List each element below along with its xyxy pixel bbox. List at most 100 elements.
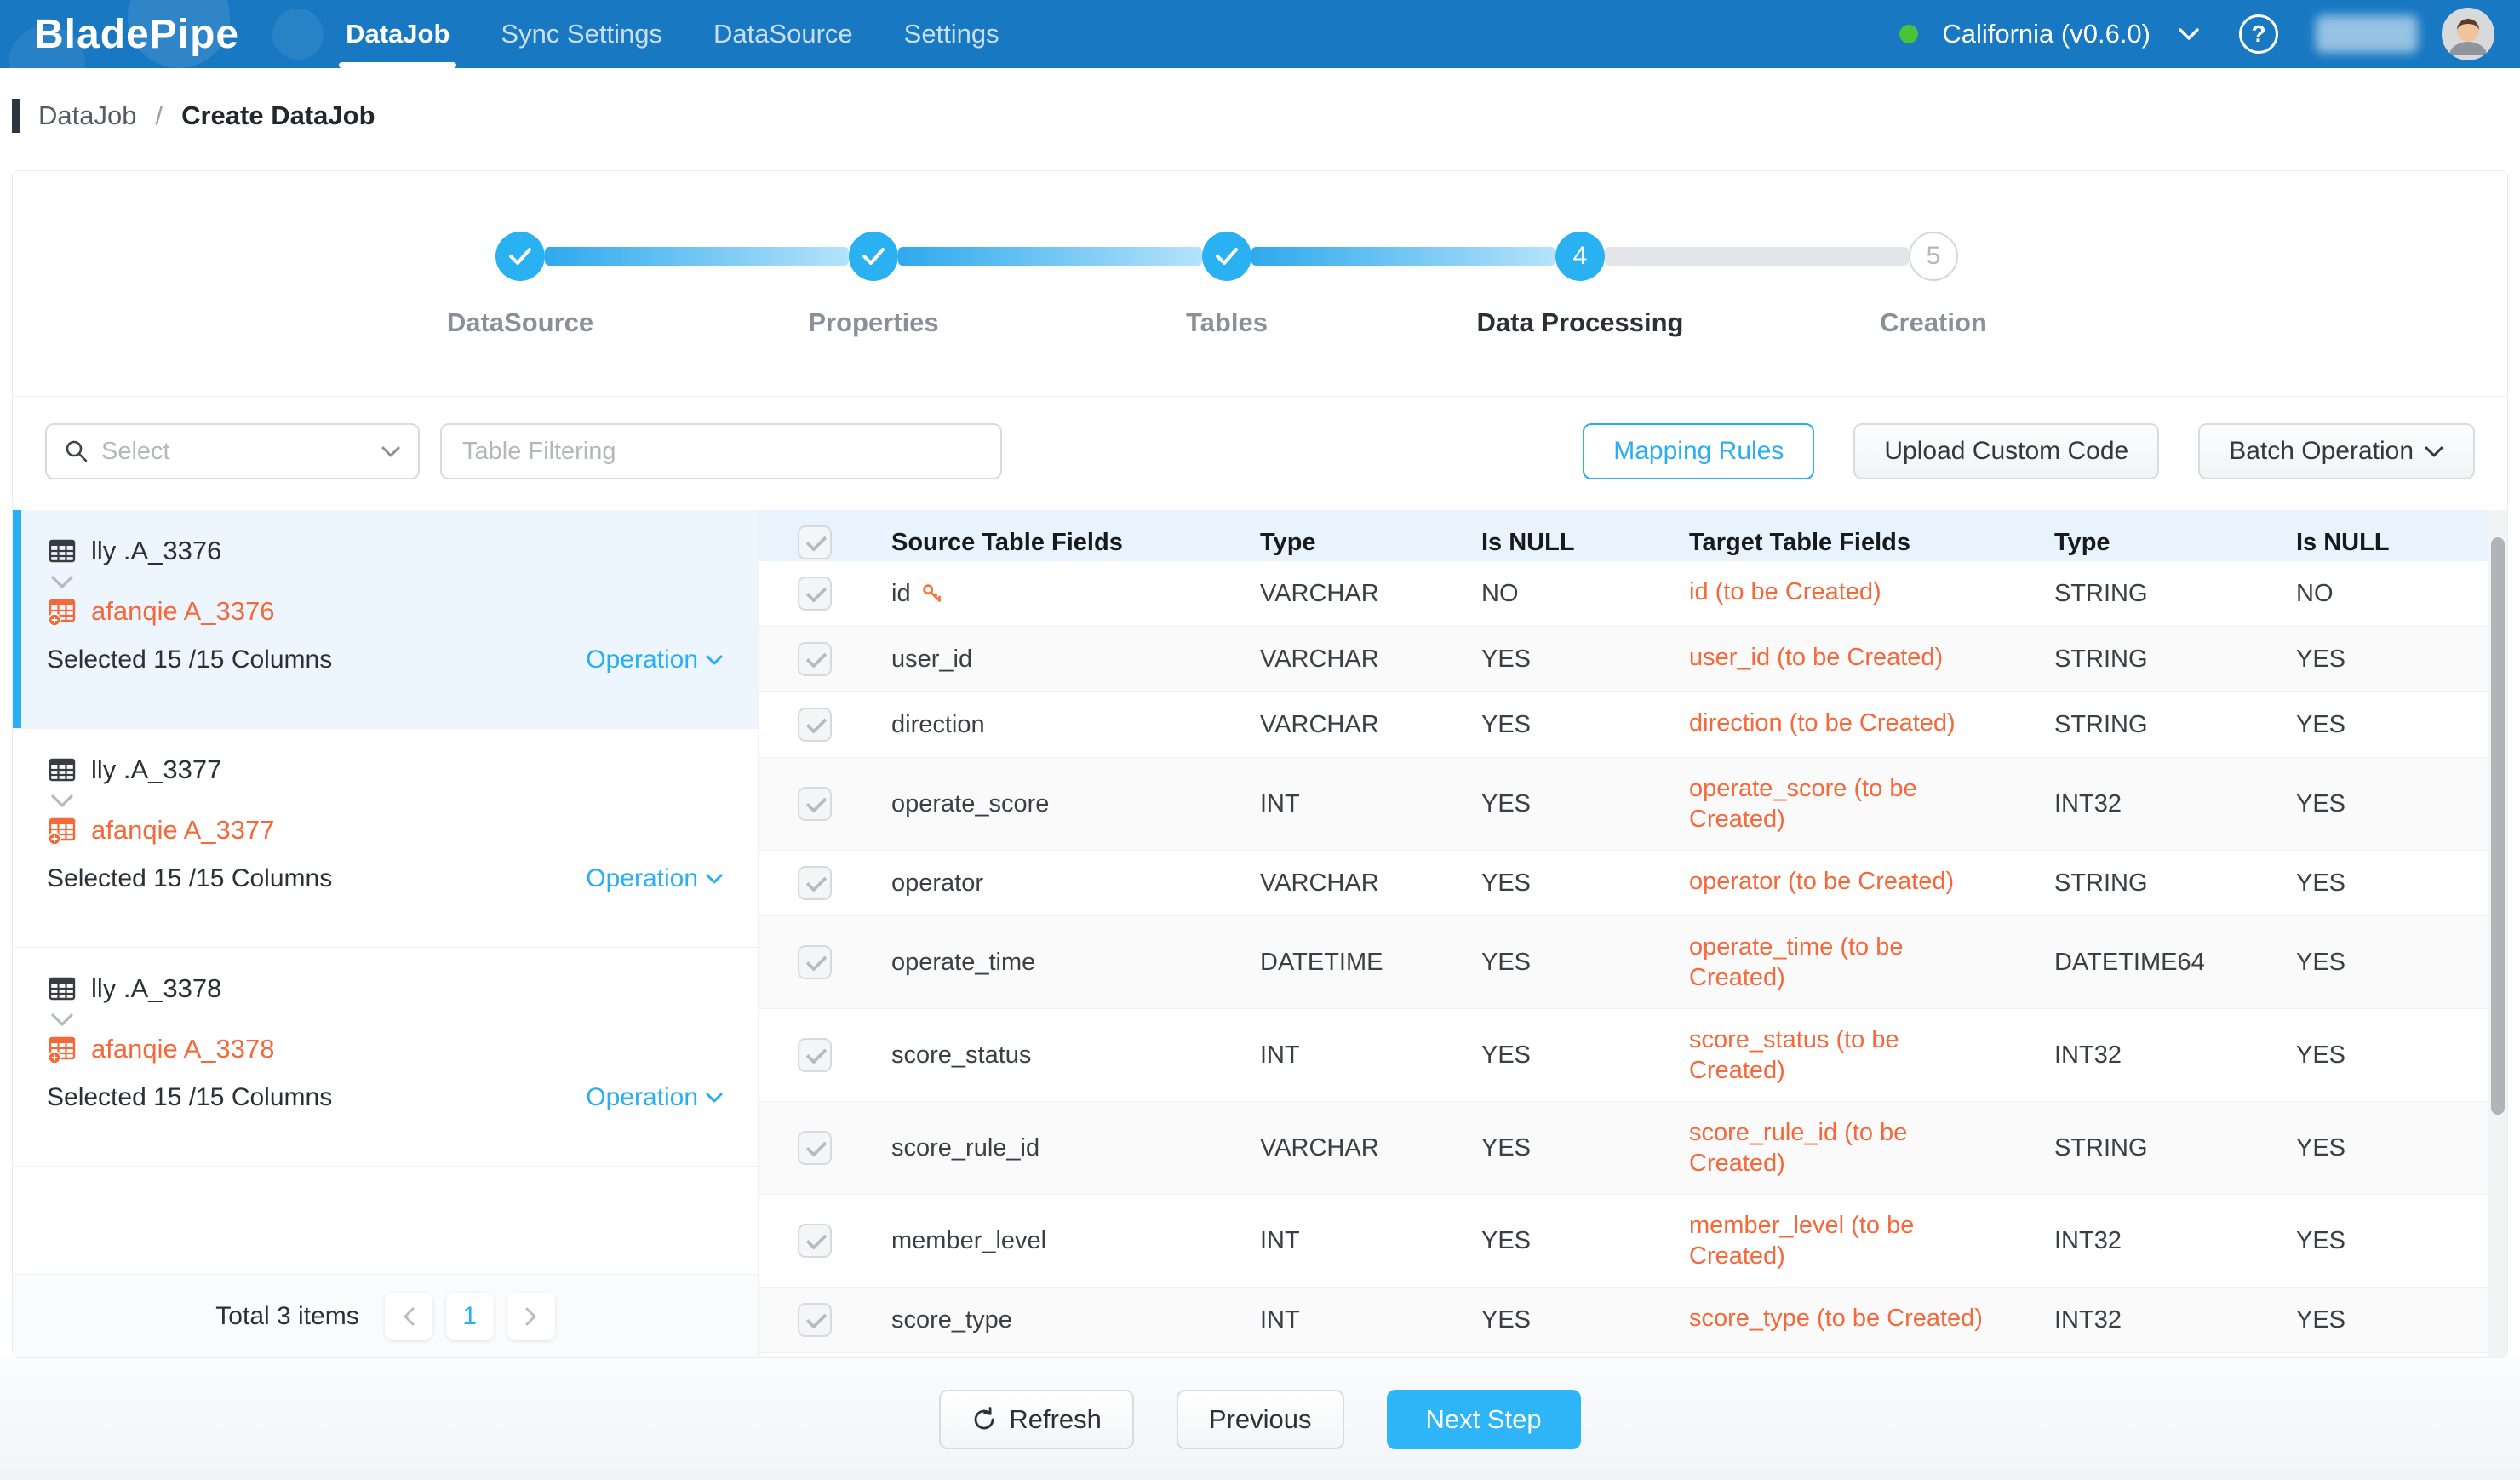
table-list-footer: Total 3 items 1 (13, 1274, 758, 1357)
source-field-isnull: YES (1481, 1227, 1532, 1254)
target-field-type: INT32 (2054, 1227, 2122, 1254)
step-circle-creation: 5 (1909, 232, 1958, 281)
field-table-row: id VARCHAR NO id (to be Created) STRING … (759, 561, 2488, 627)
page-number-button[interactable]: 1 (445, 1292, 494, 1340)
batch-operation-button[interactable]: Batch Operation (2198, 423, 2475, 479)
source-field-type: INT (1260, 1041, 1300, 1069)
step-label-datasource: DataSource (446, 307, 594, 337)
row-checkbox[interactable] (798, 1131, 832, 1165)
step-circle-properties (849, 232, 898, 281)
row-checkbox[interactable] (798, 787, 832, 821)
target-field-type: STRING (2054, 711, 2148, 738)
breadcrumb-parent[interactable]: DataJob (38, 100, 137, 130)
source-table-name: lly .A_3377 (91, 754, 222, 784)
source-field-isnull: YES (1481, 790, 1532, 817)
row-checkbox[interactable] (798, 1038, 832, 1072)
row-checkbox[interactable] (798, 642, 832, 676)
mapping-rules-button[interactable]: Mapping Rules (1583, 423, 1815, 479)
nav-decor-bubble (9, 26, 85, 102)
search-icon (64, 439, 89, 464)
top-nav: BladePipe DataJob Sync Settings DataSour… (0, 0, 2520, 102)
target-field-type: INT32 (2054, 790, 2122, 817)
nav-item-sync-settings[interactable]: Sync Settings (501, 19, 662, 49)
table-pair-card[interactable]: lly .A_3376 afanqie A_3376 Selected 15 /… (13, 510, 758, 729)
target-field-name: operate_score (to be Created) (1689, 775, 1917, 833)
target-field-isnull: YES (2296, 1227, 2346, 1254)
breadcrumb-accent-bar (12, 99, 20, 133)
nav-item-datasource[interactable]: DataSource (713, 19, 853, 49)
table-pair-list: lly .A_3376 afanqie A_3376 Selected 15 /… (13, 510, 759, 1357)
next-page-button[interactable] (507, 1292, 555, 1340)
chevron-down-icon[interactable] (2178, 27, 2200, 41)
avatar[interactable] (2442, 8, 2494, 60)
step-connector (1605, 247, 1909, 266)
target-field-name: direction (to be Created) (1689, 709, 1956, 737)
table-filtering-input[interactable] (440, 423, 1002, 479)
scrollbar-thumb[interactable] (2491, 537, 2505, 1115)
source-field-isnull: YES (1481, 949, 1532, 976)
refresh-icon (971, 1406, 997, 1432)
target-field-type: STRING (2054, 645, 2148, 673)
row-checkbox[interactable] (798, 1303, 832, 1337)
field-mapping-table: Source Table Fields Type Is NULL Target … (759, 510, 2507, 1357)
chevron-down-icon[interactable] (50, 1012, 84, 1027)
target-field-name: id (to be Created) (1689, 578, 1881, 605)
help-icon[interactable]: ? (2239, 14, 2278, 54)
operation-dropdown[interactable]: Operation (586, 864, 724, 893)
column-header-target-isnull: Is NULL (2296, 528, 2390, 556)
table-pair-card[interactable]: lly .A_3378 afanqie A_3378 Selected 15 /… (13, 948, 758, 1167)
column-header-source-type: Type (1260, 528, 1316, 556)
table-pair-card[interactable]: lly .A_3377 afanqie A_3377 Selected 15 /… (13, 729, 758, 948)
pagination: 1 (384, 1292, 555, 1340)
nav-item-datajob[interactable]: DataJob (320, 0, 475, 68)
nav-item-settings[interactable]: Settings (903, 19, 999, 49)
previous-button[interactable]: Previous (1176, 1389, 1344, 1449)
operation-dropdown[interactable]: Operation (586, 645, 724, 674)
chevron-down-icon[interactable] (50, 794, 84, 808)
row-checkbox[interactable] (798, 945, 832, 979)
selected-columns-label: Selected 15 /15 Columns (47, 1083, 333, 1111)
select-all-checkbox[interactable] (798, 525, 832, 559)
row-checkbox[interactable] (798, 866, 832, 900)
status-green-dot (1899, 25, 1919, 43)
row-checkbox[interactable] (798, 708, 832, 742)
region-selector[interactable]: California (v0.6.0) (1942, 19, 2151, 49)
step-label-data-processing: Data Processing (1476, 307, 1684, 337)
chevron-down-icon (381, 445, 401, 458)
page-title: Create DataJob (181, 100, 375, 130)
source-field-isnull: NO (1481, 580, 1519, 607)
prev-page-button[interactable] (384, 1292, 432, 1340)
target-field-isnull: NO (2296, 580, 2334, 607)
operation-dropdown[interactable]: Operation (586, 1083, 724, 1112)
primary-key-icon (921, 582, 943, 605)
nav-right-cluster: California (v0.6.0) ? (1899, 8, 2520, 60)
total-items-label: Total 3 items (215, 1301, 359, 1330)
chevron-down-icon (2424, 445, 2444, 458)
next-step-button[interactable]: Next Step (1386, 1389, 1581, 1449)
source-field-isnull: YES (1481, 711, 1532, 738)
source-table-icon (47, 536, 77, 566)
main-card: 4 5 DataSource Properties Tables Data Pr… (12, 170, 2508, 1358)
source-field-type: INT (1260, 790, 1300, 817)
column-header-target-type: Type (2054, 528, 2110, 556)
row-checkbox[interactable] (798, 577, 832, 611)
source-field-name: score_type (891, 1306, 1012, 1334)
target-field-type: STRING (2054, 580, 2148, 607)
table-header-row: Source Table Fields Type Is NULL Target … (759, 510, 2507, 561)
row-checkbox[interactable] (798, 1224, 832, 1258)
source-field-type: INT (1260, 1306, 1300, 1334)
target-field-isnull: YES (2296, 1134, 2346, 1162)
source-field-type: VARCHAR (1260, 580, 1379, 607)
table-select-dropdown[interactable]: Select (45, 423, 420, 479)
target-field-name: operator (to be Created) (1689, 868, 1955, 895)
field-table-row: score_status INT YES score_status (to be… (759, 1009, 2488, 1102)
nav-menu: DataJob Sync Settings DataSource Setting… (320, 0, 1025, 68)
refresh-button[interactable]: Refresh (939, 1389, 1134, 1449)
source-field-isnull: YES (1481, 1306, 1532, 1334)
target-table-add-icon (47, 1034, 77, 1064)
source-field-isnull: YES (1481, 1041, 1532, 1069)
wizard-stepper: 4 5 DataSource Properties Tables Data Pr… (13, 171, 2507, 397)
chevron-down-icon[interactable] (50, 575, 84, 589)
upload-custom-code-button[interactable]: Upload Custom Code (1853, 423, 2160, 479)
field-table-row: operate_score INT YES operate_score (to … (759, 758, 2488, 851)
